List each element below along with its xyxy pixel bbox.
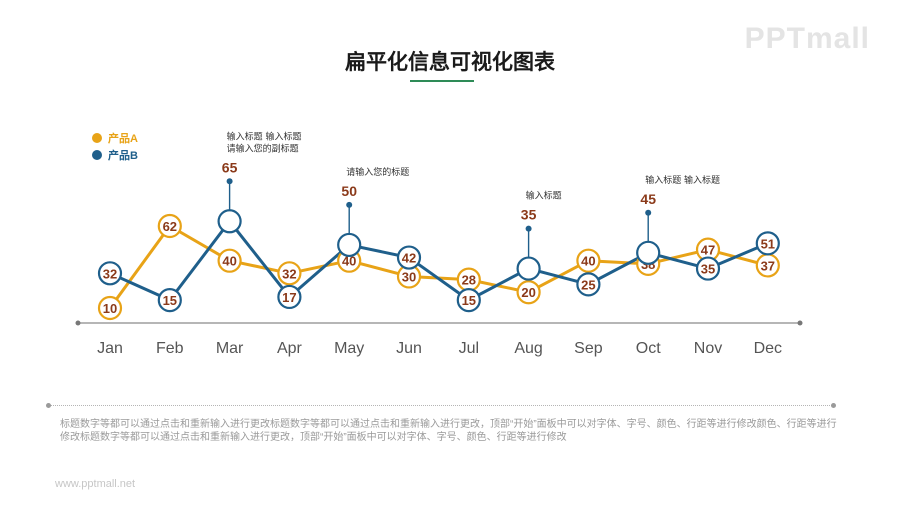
callout-dot-aug xyxy=(525,225,532,232)
data-point-b-feb xyxy=(157,288,182,313)
x-tick-label-aug: Aug xyxy=(514,340,542,357)
x-tick-label-nov: Nov xyxy=(694,340,722,357)
callout-text-mar-1: 输入标题 输入标题 xyxy=(227,130,302,142)
data-label-b-apr: 17 xyxy=(282,290,296,305)
x-tick-label-may: May xyxy=(334,340,364,357)
data-point-b-sep xyxy=(576,272,601,297)
data-label-a-jun: 30 xyxy=(402,269,416,284)
divider-endpoint-right xyxy=(831,403,836,408)
page-title: 扁平化信息可视化图表 xyxy=(345,51,555,74)
x-tick-label-dec: Dec xyxy=(754,340,782,357)
callout-text-may-1: 请输入您的标题 xyxy=(346,166,409,178)
callout-value-mar: 65 xyxy=(222,159,238,175)
data-point-b-jan xyxy=(97,261,123,286)
legend-label-b: 产品B xyxy=(108,149,138,162)
data-point-a-jan xyxy=(97,295,123,321)
callout-value-oct: 45 xyxy=(640,191,656,207)
legend-item-a: 产品A xyxy=(92,129,138,146)
series-line-b xyxy=(109,219,769,302)
x-axis-endpoint-right xyxy=(797,320,803,326)
data-label-a-apr: 32 xyxy=(282,266,296,281)
data-point-b-jul xyxy=(456,288,481,313)
x-tick-label-sep: Sep xyxy=(574,340,603,357)
x-tick-label-jan: Jan xyxy=(97,340,123,357)
legend-dot-a xyxy=(92,132,102,143)
data-point-b-may xyxy=(337,232,362,258)
callout-dot-mar xyxy=(226,178,233,185)
legend-dot-b xyxy=(92,149,102,160)
callout-value-may: 50 xyxy=(341,183,357,199)
data-label-a-feb: 62 xyxy=(163,219,177,234)
series-line-a xyxy=(108,224,769,309)
callout-text-oct-1: 输入标题 输入标题 xyxy=(645,174,720,186)
data-label-a-sep: 40 xyxy=(581,254,595,269)
data-label-a-mar: 40 xyxy=(222,254,236,269)
x-tick-label-jun: Jun xyxy=(396,340,422,357)
data-point-b-aug xyxy=(516,256,541,281)
footer-url: www.pptmall.net xyxy=(55,478,136,490)
data-label-b-dec: 51 xyxy=(761,236,775,251)
divider-endpoint-left xyxy=(46,403,51,408)
x-tick-label-jul: Jul xyxy=(459,340,479,357)
legend-item-b: 产品B xyxy=(92,146,138,163)
data-point-a-apr xyxy=(277,261,302,286)
legend-label-a: 产品A xyxy=(108,132,138,145)
title-underline xyxy=(410,80,474,82)
data-label-a-jul: 28 xyxy=(462,273,476,288)
data-point-a-feb xyxy=(157,213,182,239)
callout-dot-oct xyxy=(645,209,652,216)
data-point-b-apr xyxy=(277,284,302,310)
callout-value-aug: 35 xyxy=(521,207,537,223)
data-label-b-sep: 25 xyxy=(581,277,595,292)
description-text: 标题数字等都可以通过点击和重新输入进行更改标题数字等都可以通过点击和重新输入进行… xyxy=(60,419,837,443)
callout-dot-may xyxy=(346,201,353,208)
x-axis-endpoint-left xyxy=(75,320,81,326)
data-label-b-feb: 15 xyxy=(163,293,177,308)
data-point-b-nov xyxy=(695,256,721,281)
data-label-a-aug: 20 xyxy=(521,285,535,300)
callout-text-mar-2: 请输入您的副标题 xyxy=(227,142,299,154)
data-point-a-aug xyxy=(516,280,541,305)
data-label-b-nov: 35 xyxy=(701,262,715,277)
data-label-b-jul: 15 xyxy=(462,293,476,308)
data-label-a-nov: 47 xyxy=(701,243,715,258)
brand-logo: PPTmall xyxy=(744,22,870,55)
data-point-b-mar xyxy=(217,209,242,234)
data-point-b-oct xyxy=(636,240,661,265)
data-point-a-mar xyxy=(217,248,242,273)
data-point-b-jun xyxy=(396,245,422,270)
line-chart: Jan Feb Mar Apr May Jun Jul Aug Sep Oct Nov Dec 10 62… xyxy=(75,130,803,357)
chart-legend: 产品A 产品B xyxy=(92,129,138,163)
data-label-a-may: 40 xyxy=(342,254,356,269)
description-divider xyxy=(48,405,834,406)
data-point-a-sep xyxy=(576,248,601,273)
data-label-a-dec: 37 xyxy=(761,258,775,273)
data-point-b-dec xyxy=(755,231,780,256)
x-tick-label-mar: Mar xyxy=(216,340,244,357)
x-tick-label-oct: Oct xyxy=(636,340,661,357)
callout-text-aug-1: 输入标题 xyxy=(526,190,562,202)
data-label-b-jun: 42 xyxy=(402,251,416,266)
data-label-a-jan: 10 xyxy=(103,301,117,316)
x-tick-label-feb: Feb xyxy=(156,340,184,357)
x-tick-label-apr: Apr xyxy=(277,340,303,357)
data-label-b-jan: 32 xyxy=(103,266,117,281)
